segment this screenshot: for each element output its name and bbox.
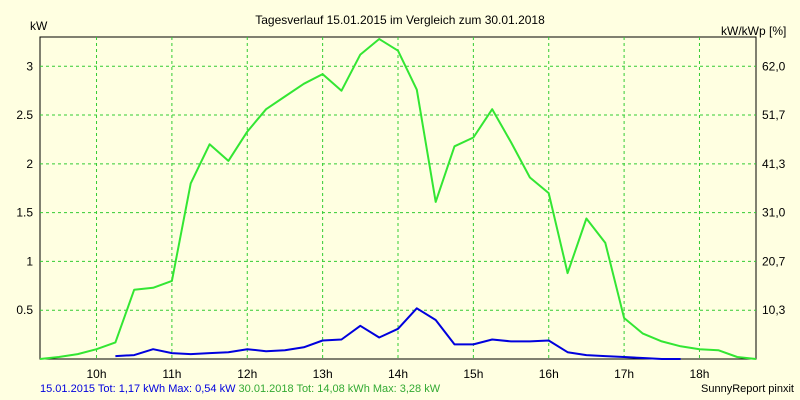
y-tick-label-right: 10,3 bbox=[762, 303, 786, 317]
x-tick-label: 10h bbox=[87, 367, 107, 381]
x-tick-label: 14h bbox=[388, 367, 408, 381]
x-tick-label: 12h bbox=[237, 367, 257, 381]
x-tick-label: 13h bbox=[313, 367, 333, 381]
y-axis-ticks-left: 0.5 1 1.5 2 2.5 3 bbox=[16, 59, 33, 317]
x-axis-ticks: 10h 11h 12h 13h 14h 15h 16h 17h 18h bbox=[87, 367, 710, 381]
y-tick-label-right: 20,7 bbox=[762, 254, 786, 268]
y-tick-label-left: 0.5 bbox=[16, 303, 33, 317]
x-tick-label: 15h bbox=[463, 367, 483, 381]
series-line-30-01-2018 bbox=[39, 38, 757, 360]
plot-area bbox=[39, 36, 757, 360]
x-tick-label: 17h bbox=[614, 367, 634, 381]
y-tick-label-left: 1.5 bbox=[16, 206, 33, 220]
y-tick-label-left: 2.5 bbox=[16, 108, 33, 122]
y-tick-label-left: 2 bbox=[26, 157, 33, 171]
x-tick-label: 18h bbox=[689, 367, 709, 381]
chart-title: Tagesverlauf 15.01.2015 im Vergleich zum… bbox=[255, 13, 545, 27]
y-tick-label-left: 1 bbox=[26, 254, 33, 268]
y-tick-label-right: 51,7 bbox=[762, 108, 786, 122]
y-axis-label-left: kW bbox=[30, 19, 48, 33]
y-tick-label-right: 31,0 bbox=[762, 206, 786, 220]
legend-entry-2018: 30.01.2018 Tot: 14,08 kWh Max: 3,28 kW bbox=[238, 383, 441, 395]
grid-lines bbox=[40, 37, 756, 359]
legend-entry-2015: 15.01.2015 Tot: 1,17 kWh Max: 0,54 kW bbox=[40, 383, 236, 395]
y-tick-label-right: 41,3 bbox=[762, 157, 786, 171]
y-tick-label-right: 62,0 bbox=[762, 59, 786, 73]
brand-label: SunnyReport pinxit bbox=[701, 383, 794, 395]
series-line-15-01-2015 bbox=[115, 307, 681, 360]
y-tick-label-left: 3 bbox=[26, 59, 33, 73]
footer-legend: 15.01.2015 Tot: 1,17 kWh Max: 0,54 kW 30… bbox=[40, 383, 440, 395]
x-tick-label: 11h bbox=[162, 367, 181, 381]
y-axis-ticks-right: 10,3 20,7 31,0 41,3 51,7 62,0 bbox=[762, 59, 786, 317]
footer: 15.01.2015 Tot: 1,17 kWh Max: 0,54 kW 30… bbox=[0, 382, 800, 400]
x-tick-label: 16h bbox=[539, 367, 559, 381]
y-axis-label-right: kW/kWp [%] bbox=[721, 24, 786, 38]
series-lines bbox=[39, 38, 757, 360]
